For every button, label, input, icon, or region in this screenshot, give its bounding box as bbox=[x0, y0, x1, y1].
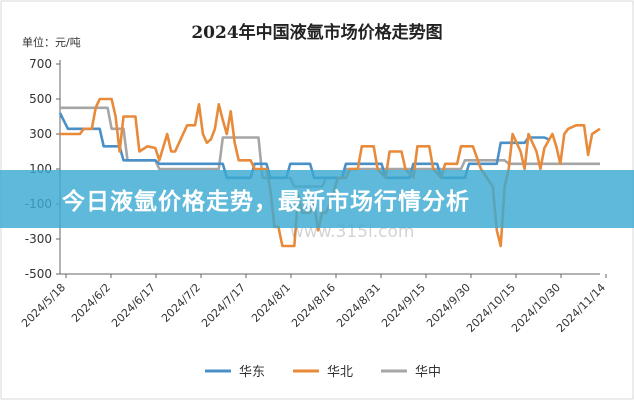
y-tick-label: 700 bbox=[29, 57, 52, 71]
y-tick-label: 500 bbox=[29, 92, 52, 106]
y-tick-label: 300 bbox=[29, 127, 52, 141]
legend-label: 华北 bbox=[327, 365, 353, 380]
chart-title: 2024年中国液氩市场价格走势图 bbox=[191, 22, 442, 43]
unit-label: 单位：元/吨 bbox=[22, 35, 81, 49]
legend-label: 华中 bbox=[415, 365, 441, 380]
y-tick-label: -500 bbox=[25, 267, 52, 281]
headline-text: 今日液氩价格走势，最新市场行情分析 bbox=[62, 189, 470, 215]
y-tick-label: -300 bbox=[25, 232, 52, 246]
headline-banner: 今日液氩价格走势，最新市场行情分析 bbox=[0, 170, 634, 228]
legend-label: 华东 bbox=[239, 365, 265, 380]
legend: 华东 华北 华中 bbox=[205, 365, 441, 380]
